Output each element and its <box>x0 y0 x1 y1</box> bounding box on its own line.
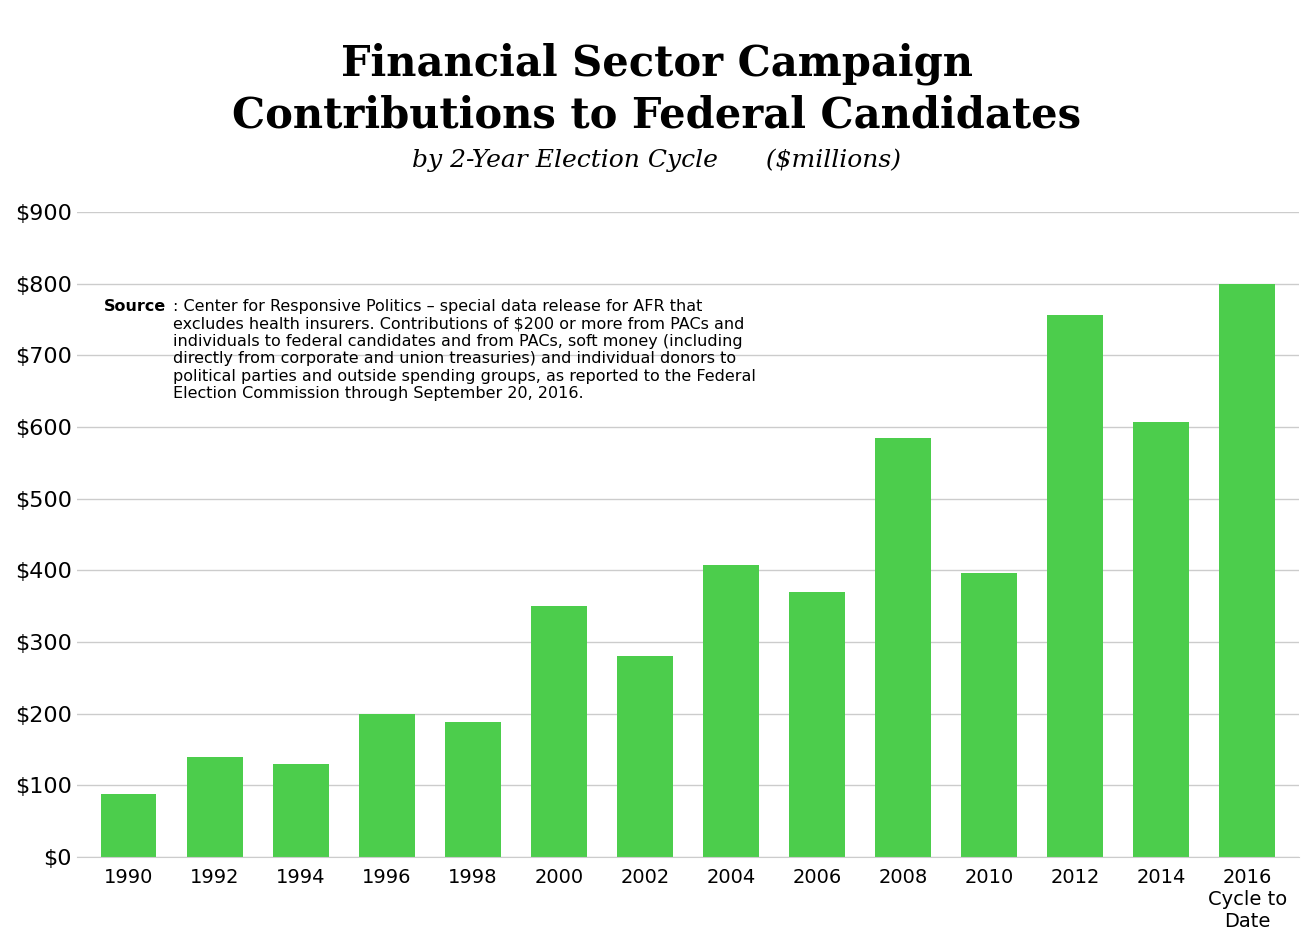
Text: Contributions to Federal Candidates: Contributions to Federal Candidates <box>233 95 1081 136</box>
Bar <box>1133 422 1189 857</box>
Bar <box>445 722 501 857</box>
Text: by 2-Year Election Cycle      ($millions): by 2-Year Election Cycle ($millions) <box>413 149 901 172</box>
Bar <box>703 565 759 857</box>
Bar <box>187 757 243 857</box>
Bar <box>531 606 587 857</box>
Bar <box>1219 284 1276 857</box>
Text: Source: Source <box>104 299 166 314</box>
Bar <box>359 713 415 857</box>
Bar <box>273 763 328 857</box>
Text: Financial Sector Campaign: Financial Sector Campaign <box>342 43 972 85</box>
Bar <box>101 794 156 857</box>
Bar <box>1047 315 1104 857</box>
Bar <box>790 592 845 857</box>
Bar <box>618 657 673 857</box>
Bar <box>875 438 932 857</box>
Bar <box>961 572 1017 857</box>
Text: : Center for Responsive Politics – special data release for AFR that
excludes he: : Center for Responsive Politics – speci… <box>173 299 757 401</box>
